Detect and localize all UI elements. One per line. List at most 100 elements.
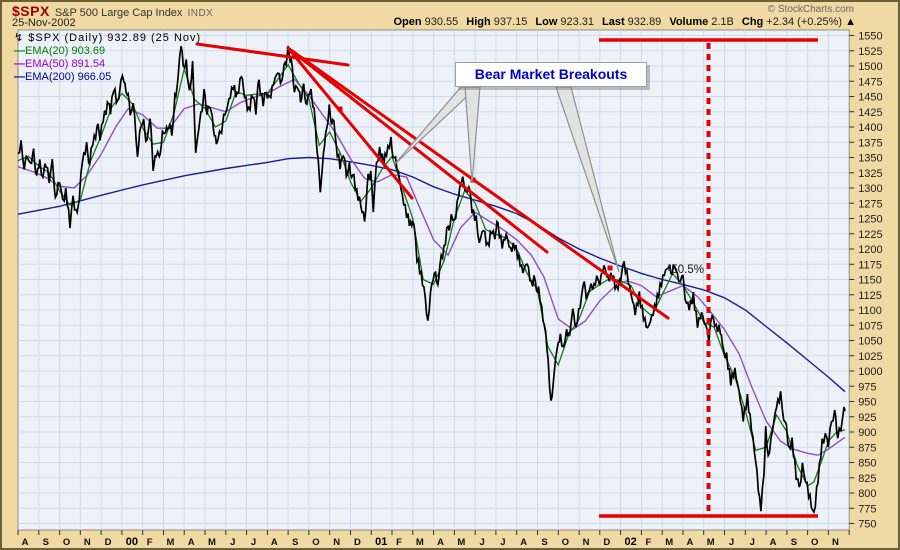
x-axis-label: D: [603, 537, 610, 548]
quote-line: Open 930.55 High 937.15 Low 923.31 Last 932.89 V…: [385, 16, 856, 28]
x-axis-label: A: [520, 537, 527, 548]
trendline-4: [286, 46, 670, 320]
copyright-label: © StockCharts.com: [767, 4, 854, 15]
quote-value: +2.34 (+0.25%): [766, 16, 843, 28]
x-axis-label: M: [166, 537, 174, 548]
y-axis-label: 1250: [858, 214, 882, 226]
y-axis-label: 950: [858, 397, 876, 409]
x-axis-label: J: [729, 537, 734, 548]
legend-main: ↯ $SPX (Daily) 932.89 (25 Nov): [14, 32, 202, 44]
y-axis-label: 1550: [858, 31, 882, 43]
y-axis-label: 1025: [858, 351, 882, 363]
sharpchart-icon: ↯: [14, 32, 25, 44]
quote-label: Low: [535, 16, 558, 28]
x-axis-label: O: [811, 537, 818, 548]
x-axis-label: D: [354, 537, 361, 548]
trendline-handle: [607, 265, 613, 271]
trendline-handle: [337, 106, 343, 112]
x-axis-label: M: [416, 537, 424, 548]
quote-label: Chg: [741, 16, 764, 28]
y-axis-label: 1175: [858, 259, 882, 271]
y-axis-ticks: [849, 35, 855, 524]
y-axis-label: 1000: [858, 366, 882, 378]
x-axis-label: F: [396, 537, 402, 548]
chart-legend: ↯ $SPX (Daily) 932.89 (25 Nov) —EMA(20) …: [14, 32, 201, 84]
index-name: S&P 500 Large Cap Index: [54, 7, 183, 19]
x-axis-label: F: [645, 537, 651, 548]
y-axis-label: 1450: [858, 92, 882, 104]
quote-label: High: [466, 16, 491, 28]
price-series: [17, 45, 846, 515]
y-axis-label: 1150: [858, 275, 882, 287]
y-axis-label: 1200: [858, 244, 882, 256]
quote-value: 937.15: [493, 16, 528, 28]
x-axis-label: J: [500, 537, 505, 548]
date-label: 25-Nov-2002: [12, 17, 76, 29]
x-axis-label: J: [230, 537, 235, 548]
grid-horizontal: [18, 35, 850, 524]
x-axis-label: A: [22, 537, 29, 548]
x-axis-label: N: [333, 537, 340, 548]
quote-label: Last: [602, 16, 625, 28]
trendline-handle: [470, 177, 476, 183]
x-axis-label: A: [687, 537, 694, 548]
y-axis-label: 1100: [858, 305, 882, 317]
y-axis-label: 825: [858, 473, 876, 485]
x-axis-label: D: [105, 537, 112, 548]
y-axis-label: 1225: [858, 229, 882, 241]
chart-header: $SPX S&P 500 Large Cap Index INDX: [12, 3, 213, 21]
bear-market-breakouts-callout: Bear Market Breakouts: [455, 62, 647, 87]
symbol-label: $SPX: [12, 3, 50, 19]
quote-value: 932.89: [627, 16, 662, 28]
x-axis-label: A: [437, 537, 444, 548]
quote-value: 930.55: [424, 16, 459, 28]
y-axis-label: 850: [858, 458, 876, 470]
x-axis-label: N: [84, 537, 91, 548]
y-axis-label: 750: [858, 519, 876, 531]
x-axis-label: 02: [624, 536, 636, 548]
trendline-2: [286, 46, 414, 200]
x-axis-label: F: [147, 537, 153, 548]
y-axis-label: 975: [858, 381, 876, 393]
y-axis-label: 1050: [858, 336, 882, 348]
y-axis-label: 1325: [858, 168, 882, 180]
y-axis-label: 1400: [858, 122, 882, 134]
x-axis-label: O: [63, 537, 70, 548]
y-axis-label: 1425: [858, 107, 882, 119]
y-axis-label: 1350: [858, 153, 882, 165]
exchange-label: INDX: [187, 8, 214, 19]
ema200-line: [17, 156, 846, 393]
y-axis-label: 1125: [858, 290, 882, 302]
x-axis-label: M: [665, 537, 673, 548]
quote-value: 923.31: [560, 16, 595, 28]
callout-pointer: [464, 86, 481, 184]
x-axis-label: M: [707, 537, 715, 548]
callout-pointer: [555, 86, 620, 273]
x-axis-label: M: [208, 537, 216, 548]
trendline-1: [195, 42, 350, 67]
ema50-swatch: —: [14, 58, 25, 70]
y-axis-label: 800: [858, 488, 876, 500]
y-axis-label: 875: [858, 442, 876, 454]
y-axis-label: 1500: [858, 61, 882, 73]
y-axis-label: 1475: [858, 76, 882, 88]
x-axis-label: S: [541, 537, 547, 548]
x-axis-label: 01: [375, 536, 387, 548]
quote-value: 2.1B: [711, 16, 734, 28]
legend-ema50: —EMA(50) 891.54: [14, 58, 106, 70]
y-axis-label: 900: [858, 427, 876, 439]
quote-label: Open: [393, 16, 422, 28]
x-axis-label: J: [480, 537, 485, 548]
x-axis-label: J: [750, 537, 755, 548]
x-axis-label: O: [312, 537, 319, 548]
x-axis-label: N: [583, 537, 590, 548]
y-axis-label: 1375: [858, 137, 882, 149]
x-axis-label: A: [188, 537, 195, 548]
x-axis-label: S: [43, 537, 49, 548]
x-axis-label: A: [271, 537, 278, 548]
y-axis-label: 1300: [858, 183, 882, 195]
y-axis-label: 925: [858, 412, 876, 424]
quote-label: Volume: [669, 16, 709, 28]
legend-ema200: —EMA(200) 966.05: [14, 71, 112, 83]
